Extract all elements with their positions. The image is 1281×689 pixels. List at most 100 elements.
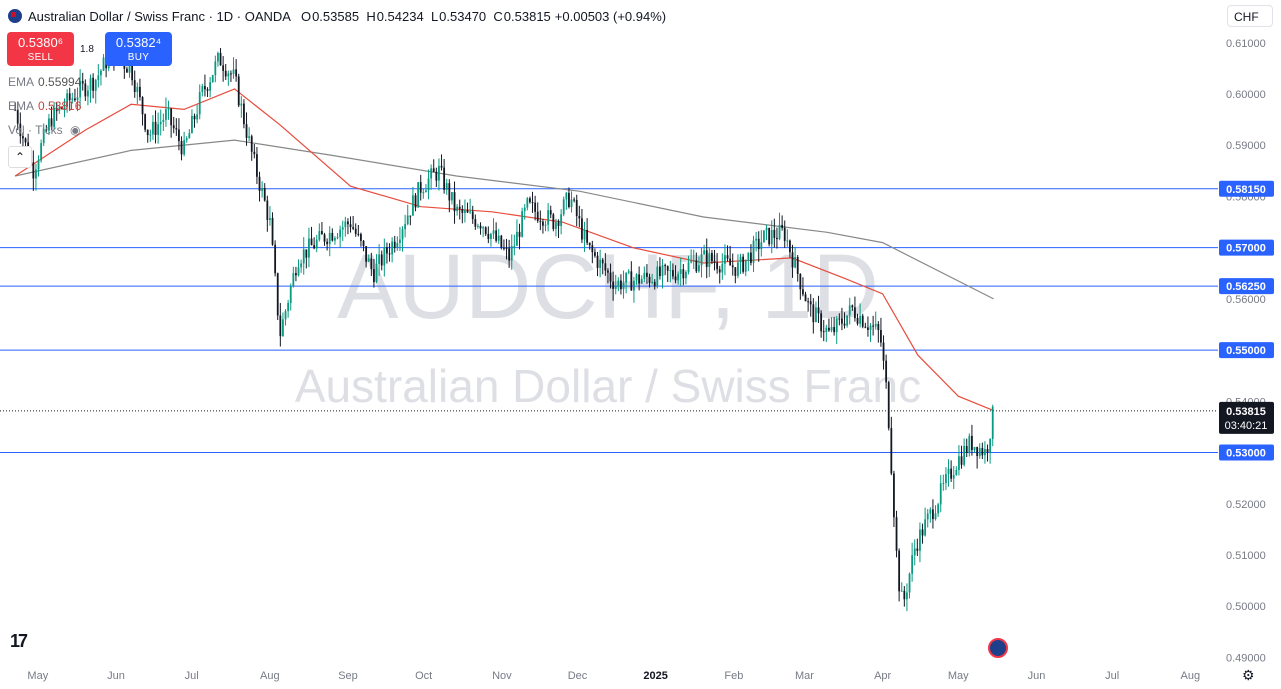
ema-fast-legend[interactable]: EMA 0.53816: [8, 99, 81, 113]
candle-body: [53, 108, 56, 128]
candle-body: [911, 555, 914, 574]
candle-body: [596, 255, 599, 268]
candle-body: [581, 218, 583, 240]
candle-body: [700, 254, 703, 266]
candle-body: [763, 230, 765, 243]
buy-price: 0.5382⁴: [115, 35, 162, 50]
candle-body: [474, 219, 477, 227]
candle-body: [172, 125, 175, 129]
candle-body: [703, 250, 706, 255]
candle-body: [66, 93, 69, 108]
candle-body: [906, 592, 908, 600]
ema-slow-line: [14, 139, 994, 300]
candle-body: [812, 304, 815, 323]
vol-label: Vol · Ticks: [8, 123, 63, 137]
candle-body: [796, 257, 799, 274]
candle-body: [664, 265, 667, 267]
x-tick-label: Apr: [874, 670, 891, 682]
candle-body: [932, 509, 934, 520]
candle-body: [555, 222, 557, 229]
candle-body: [222, 65, 225, 71]
y-tick-label: 0.56000: [1226, 294, 1266, 306]
candle-body: [893, 473, 895, 518]
candle-body: [804, 294, 807, 302]
ohlc-readout: O0.53585 H0.54234 L0.53470 C0.53815: [301, 9, 551, 24]
eye-off-icon[interactable]: ◉: [70, 123, 81, 137]
candle-body: [40, 143, 43, 161]
y-tick-label: 0.51000: [1226, 550, 1266, 562]
candle-body: [633, 280, 635, 291]
candle-body: [42, 129, 45, 144]
candle-body: [786, 240, 789, 242]
spread-value: 1.8: [80, 44, 94, 55]
candle-body: [404, 224, 407, 230]
candle-body: [833, 327, 836, 333]
currency-button[interactable]: CHF: [1227, 5, 1273, 27]
candle-body: [872, 325, 875, 327]
sell-button[interactable]: 0.5380⁶ SELL: [7, 32, 74, 66]
candle-body: [828, 327, 830, 331]
candle-body: [549, 210, 552, 215]
candle-body: [230, 73, 232, 75]
symbol-header[interactable]: Australian Dollar / Swiss Franc · 1D · O…: [8, 7, 666, 25]
candle-body: [464, 210, 466, 213]
candle-body: [344, 221, 347, 228]
candle-body: [919, 529, 921, 551]
candle-body: [81, 81, 84, 84]
candle-body: [401, 229, 404, 240]
level-label: 0.58150: [1226, 184, 1266, 196]
candle-body: [417, 182, 420, 208]
candle-body: [149, 134, 152, 136]
candle-body: [74, 98, 76, 101]
candle-body: [531, 202, 534, 204]
candle-body: [976, 447, 979, 457]
candle-body: [968, 435, 971, 453]
candle-body: [497, 235, 500, 241]
candle-body: [409, 215, 412, 217]
candle-body: [165, 109, 167, 120]
candle-body: [217, 52, 219, 62]
candle-body: [336, 237, 339, 239]
candle-body: [716, 262, 719, 270]
candle-body: [276, 273, 279, 316]
candle-body: [282, 319, 284, 337]
gear-icon[interactable]: ⚙: [1242, 667, 1255, 683]
level-label: 0.55000: [1226, 345, 1266, 357]
y-tick-label: 0.59000: [1226, 140, 1266, 152]
candle-body: [76, 97, 79, 101]
candle-body: [807, 301, 810, 303]
symbol-title[interactable]: Australian Dollar / Swiss Franc · 1D · O…: [28, 8, 291, 24]
candle-body: [357, 233, 360, 235]
y-tick-label: 0.49000: [1226, 652, 1266, 664]
chevron-up-icon[interactable]: ⌃: [8, 146, 32, 168]
candle-body: [794, 257, 797, 268]
tradingview-logo[interactable]: 17: [10, 631, 28, 651]
x-tick-label: Nov: [492, 670, 512, 682]
candle-body: [594, 252, 596, 256]
volume-legend[interactable]: Vol · Ticks ◉: [8, 123, 81, 137]
aud-flag-icon[interactable]: [988, 638, 1008, 658]
candle-body: [300, 263, 303, 268]
ema-slow-legend[interactable]: EMA 0.55994: [8, 75, 81, 89]
candle-body: [71, 98, 74, 101]
candle-body: [523, 207, 526, 212]
candle-body: [734, 267, 737, 276]
aud-flag-icon: [8, 9, 22, 23]
buy-button[interactable]: 0.5382⁴ BUY: [105, 32, 172, 66]
candle-body: [14, 109, 17, 111]
candle-body: [289, 286, 292, 303]
candle-body: [679, 269, 682, 274]
candle-body: [448, 183, 451, 201]
candle-body: [492, 230, 495, 234]
candle-body: [529, 198, 531, 203]
candle-body: [495, 230, 498, 241]
candle-body: [952, 474, 955, 479]
candle-body: [640, 278, 643, 284]
candle-body: [817, 307, 820, 314]
candle-body: [128, 64, 131, 73]
candle-body: [396, 242, 399, 248]
candle-body: [388, 253, 391, 255]
y-tick-label: 0.61000: [1226, 38, 1266, 50]
candle-body: [240, 103, 243, 106]
